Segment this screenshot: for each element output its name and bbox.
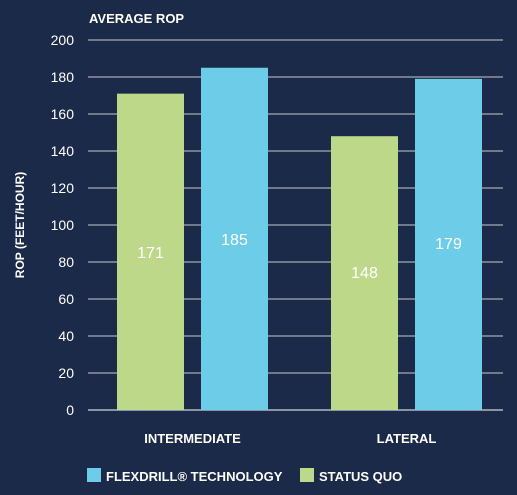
- bar-value-label: 185: [221, 232, 248, 249]
- y-tick-label: 100: [51, 217, 75, 233]
- y-axis-label: ROP (FEET/HOUR): [13, 172, 27, 278]
- bar: [117, 93, 184, 411]
- y-tick-label: 120: [51, 180, 75, 196]
- bar-value-label: 171: [137, 245, 164, 262]
- legend-label: FLEXDRILL® TECHNOLOGY: [106, 469, 283, 484]
- legend-swatch: [87, 468, 101, 482]
- category-label: LATERAL: [377, 431, 437, 446]
- y-tick-label: 20: [58, 365, 74, 381]
- y-tick-label: 200: [51, 32, 75, 48]
- bar-value-label: 148: [351, 265, 378, 282]
- y-tick-label: 160: [51, 106, 75, 122]
- y-tick-label: 80: [58, 254, 74, 270]
- y-tick-label: 60: [58, 291, 74, 307]
- bar: [331, 136, 398, 410]
- y-tick-label: 140: [51, 143, 75, 159]
- chart-title: AVERAGE ROP: [89, 11, 184, 26]
- y-tick-label: 40: [58, 328, 74, 344]
- bar-value-label: 179: [435, 236, 462, 253]
- bar: [415, 78, 482, 410]
- legend-label: STATUS QUO: [319, 469, 402, 484]
- y-tick-label: 180: [51, 69, 75, 85]
- bar: [201, 67, 268, 410]
- legend-swatch: [300, 468, 314, 482]
- category-label: INTERMEDIATE: [144, 431, 241, 446]
- y-tick-label: 0: [66, 402, 74, 418]
